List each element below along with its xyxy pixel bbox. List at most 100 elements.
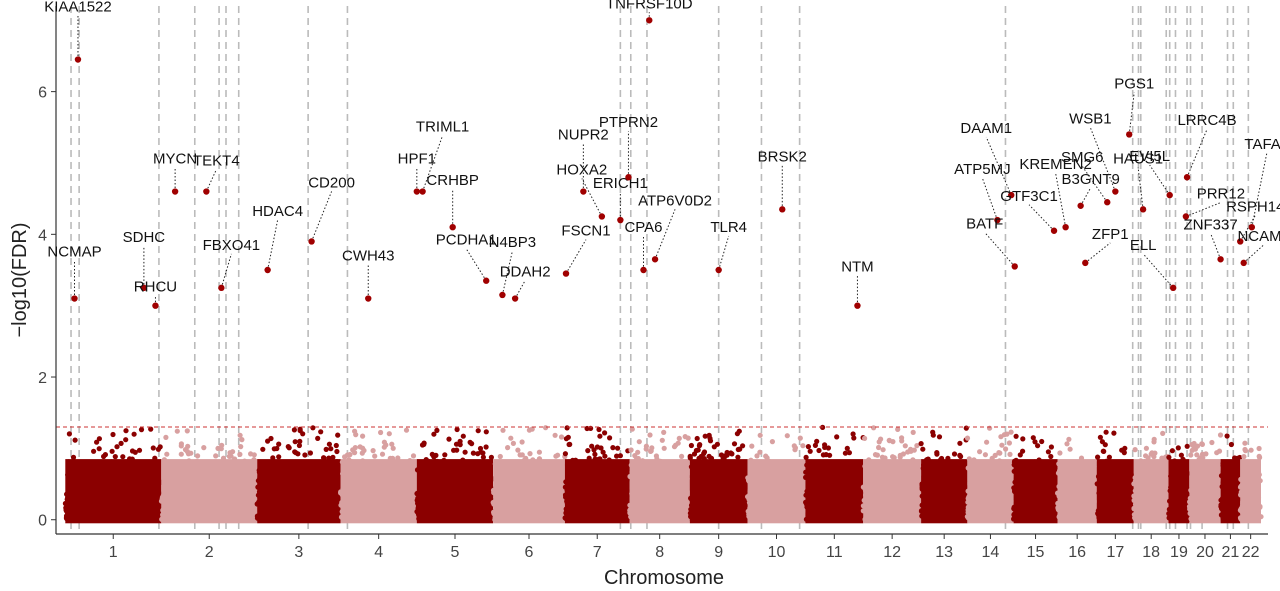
data-point (1064, 441, 1070, 447)
data-point (696, 443, 703, 449)
data-point (389, 441, 395, 447)
data-point (676, 435, 682, 441)
data-point (661, 445, 667, 451)
data-point (805, 444, 812, 450)
data-point (661, 429, 667, 435)
data-point (610, 445, 616, 451)
data-point (291, 427, 297, 433)
data-point (897, 452, 903, 458)
data-point (635, 449, 641, 455)
data-point (1039, 438, 1045, 445)
data-point (94, 439, 100, 445)
data-point (230, 449, 236, 455)
data-point (1032, 439, 1038, 445)
data-point (564, 425, 570, 431)
data-point (1067, 446, 1073, 452)
data-point (685, 435, 691, 441)
data-point (274, 445, 280, 452)
data-point (1007, 451, 1013, 457)
chromosome-density-band (161, 459, 258, 524)
data-point (1001, 432, 1008, 438)
data-point (379, 451, 386, 457)
data-point (185, 451, 192, 457)
data-point (585, 448, 591, 454)
data-point (330, 454, 336, 460)
data-point (475, 428, 481, 434)
data-point (260, 446, 266, 452)
data-point (286, 445, 292, 451)
data-point (164, 451, 170, 457)
data-point (844, 445, 850, 451)
data-point (800, 443, 806, 449)
data-point (558, 434, 565, 440)
data-point (178, 451, 184, 457)
chromosome-density-band (564, 459, 630, 524)
chromosome-points-15 (1011, 433, 1060, 524)
data-point (383, 442, 389, 448)
data-point (347, 452, 353, 458)
data-point (999, 442, 1005, 448)
data-point (326, 441, 332, 447)
data-point (648, 448, 654, 454)
data-point (155, 446, 161, 452)
data-point (462, 449, 468, 455)
data-point (410, 453, 417, 459)
data-point (1035, 443, 1041, 449)
data-point (701, 449, 708, 455)
data-point (112, 454, 118, 460)
data-point (891, 455, 897, 461)
data-point (352, 445, 358, 451)
data-point (148, 426, 154, 432)
data-point (628, 447, 634, 453)
data-point (454, 447, 460, 453)
data-point (914, 443, 920, 449)
data-point (602, 453, 608, 459)
data-point (734, 431, 741, 437)
data-point (292, 439, 298, 445)
data-point (871, 425, 877, 431)
chromosome-points-1 (62, 426, 164, 524)
chromosome-points-6 (490, 425, 568, 524)
chromosome-points-3 (254, 425, 343, 524)
data-point (996, 450, 1002, 456)
data-point (480, 454, 486, 460)
data-point (1048, 444, 1054, 450)
data-point (957, 440, 963, 446)
data-point (552, 432, 558, 438)
data-point (1066, 436, 1072, 442)
data-point (386, 431, 392, 437)
data-point (195, 453, 201, 459)
data-point (515, 447, 521, 453)
data-point (403, 427, 410, 433)
data-point (70, 454, 77, 460)
chromosome-density-band (416, 459, 494, 524)
data-point (453, 441, 460, 447)
data-point (693, 447, 700, 454)
data-point (237, 432, 243, 438)
chromosome-points-7 (562, 425, 632, 524)
data-point (895, 426, 901, 432)
data-point (600, 449, 606, 455)
data-point (614, 453, 620, 459)
data-point (977, 449, 983, 455)
data-point (1106, 454, 1112, 460)
data-point (1020, 436, 1026, 442)
chromosome-points-16 (1055, 436, 1100, 524)
chromosome-density-band (805, 459, 864, 524)
data-point (536, 449, 543, 455)
data-point (483, 444, 489, 450)
data-point (957, 452, 963, 458)
data-point (335, 432, 341, 438)
data-point (820, 452, 827, 458)
data-point (566, 441, 572, 448)
data-point (562, 451, 569, 457)
data-point (218, 446, 224, 452)
data-point (333, 442, 339, 449)
chromosome-density-band (65, 459, 162, 524)
data-point (880, 447, 886, 453)
data-point (797, 435, 803, 441)
data-point (101, 453, 107, 460)
data-point (359, 450, 365, 456)
data-point (1013, 433, 1019, 439)
data-point (814, 438, 820, 444)
